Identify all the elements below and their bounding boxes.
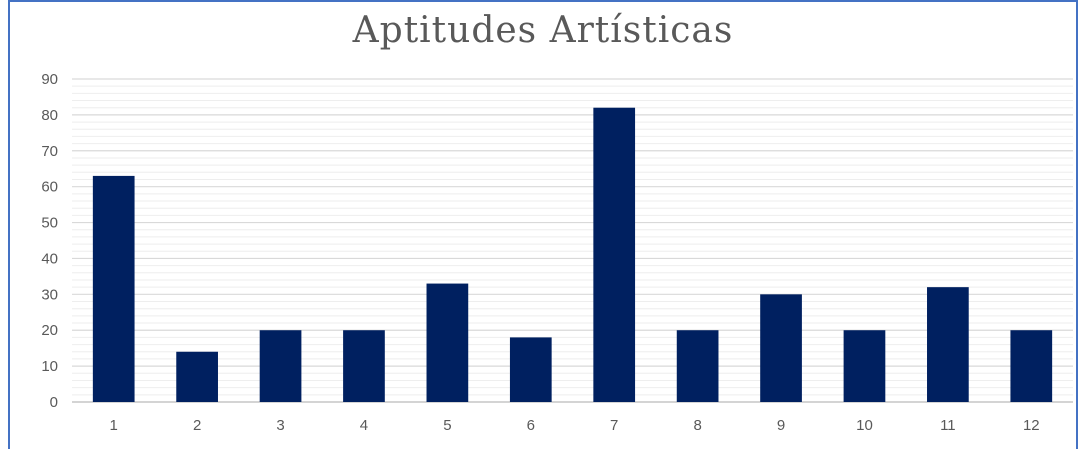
x-tick-label: 4 <box>360 417 368 434</box>
bar-1 <box>92 175 135 402</box>
y-tick-label: 20 <box>41 322 58 339</box>
bar-3 <box>259 330 302 402</box>
y-tick-label: 90 <box>41 71 58 88</box>
x-tick-label: 11 <box>940 417 956 434</box>
chart-title: Aptitudes Artísticas <box>352 10 734 51</box>
bar-5 <box>426 283 469 402</box>
x-tick-label: 9 <box>777 417 785 434</box>
x-tick-label: 1 <box>110 417 118 434</box>
bar-10 <box>843 330 886 402</box>
x-tick-label: 5 <box>443 417 451 434</box>
y-tick-label: 0 <box>50 394 58 411</box>
x-tick-label: 6 <box>527 417 535 434</box>
y-tick-label: 10 <box>41 358 58 375</box>
bar-7 <box>593 107 636 402</box>
y-tick-label: 60 <box>41 179 58 196</box>
x-tick-label: 7 <box>610 417 618 434</box>
x-axis-ticks: 1 2 3 4 5 6 7 8 9 10 11 12 <box>110 417 1040 434</box>
bar-12 <box>1010 330 1053 402</box>
y-tick-label: 70 <box>41 143 58 160</box>
bar-9 <box>760 294 802 402</box>
bar-2 <box>176 351 218 402</box>
y-tick-label: 40 <box>41 250 58 267</box>
y-tick-label: 80 <box>41 107 58 124</box>
bar-4 <box>343 330 385 402</box>
bars <box>92 107 1053 402</box>
y-tick-label: 30 <box>41 286 58 303</box>
x-tick-label: 10 <box>856 417 873 434</box>
y-tick-label: 50 <box>41 215 58 232</box>
x-tick-label: 2 <box>193 417 201 434</box>
bar-6 <box>509 337 552 402</box>
x-tick-label: 8 <box>693 417 701 434</box>
bar-11 <box>927 287 969 402</box>
x-tick-label: 12 <box>1023 417 1040 434</box>
bar-8 <box>676 330 719 402</box>
grid-lines <box>72 78 1073 403</box>
y-axis-ticks: 0 10 20 30 40 50 60 70 80 90 <box>41 71 58 411</box>
x-tick-label: 3 <box>276 417 284 434</box>
